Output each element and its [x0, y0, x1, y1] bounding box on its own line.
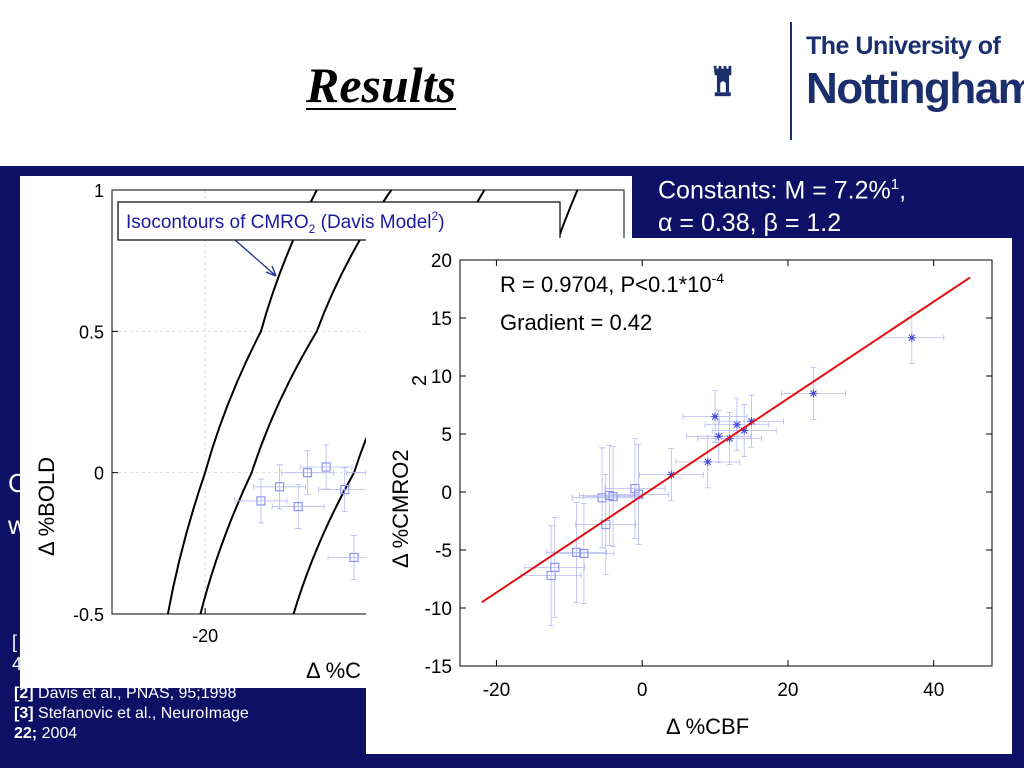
plot-frame [459, 259, 993, 667]
arrow-head-icon [265, 265, 277, 277]
x-axis-label: Δ %C [306, 658, 361, 683]
y-tick-label: -5 [435, 541, 452, 562]
data-point-star [703, 457, 712, 466]
data-point-square [256, 496, 266, 506]
error-bar [575, 474, 637, 575]
annotation-box [117, 201, 561, 241]
data-point-square [572, 547, 582, 557]
isocontour-line [166, 189, 318, 615]
data-point-square [293, 501, 303, 512]
error-bar [253, 464, 306, 510]
reference-text: 2004 [41, 725, 78, 742]
constants-line-2: α = 0.38, β = 1.2 [658, 209, 842, 238]
x-tick-label: 40 [923, 680, 944, 701]
data-point-star [907, 333, 916, 342]
x-tick-label: 20 [777, 680, 798, 701]
data-point-star [732, 420, 741, 429]
error-bar [553, 503, 615, 604]
data-point-star [667, 470, 676, 479]
cmro2-chart: 20 15 10 5 0 -5 -10 -15 -20 0 20 40 R = 0.9704, P<0… [366, 238, 1012, 754]
data-point-square [340, 485, 350, 495]
data-point-star [747, 417, 756, 426]
error-bar [571, 447, 633, 549]
slide-title: Results [306, 57, 457, 113]
reference-num: [3] [14, 705, 34, 722]
error-bar [524, 517, 586, 618]
data-point-star [809, 389, 818, 398]
data-point-square [349, 552, 359, 563]
y-tick-label: 0 [94, 464, 104, 484]
error-bar [271, 484, 325, 529]
reference-item: [2] Davis et al., PNAS, 95;1998 [14, 684, 249, 704]
y-tick-label: -15 [425, 657, 452, 678]
constants-line-1: Constants: M = 7.2% [658, 176, 891, 205]
y-tick-label: 0 [441, 483, 452, 504]
data-point-square [302, 468, 313, 478]
reference-item: [3] Stefanovic et al., NeuroImage [14, 704, 249, 724]
reference-num: [2] [14, 685, 34, 702]
reference-num: 22; [14, 725, 38, 742]
error-bar [604, 438, 666, 539]
error-bar [299, 444, 353, 490]
cmro2-chart-svg: 20 15 10 5 0 -5 -10 -15 -20 0 20 40 R = 0.9704, P<0… [388, 251, 993, 739]
error-bar [546, 501, 608, 603]
hidden-text-3: [ [12, 632, 18, 652]
error-bar [608, 443, 669, 545]
stats-annotation-line-1: R = 0.9704, P<0.1*10-4 [500, 270, 724, 297]
y-tick-label: 10 [431, 367, 452, 388]
regression-line [481, 276, 971, 604]
constants-sup: 1 [890, 176, 900, 193]
x-tick-label: 0 [637, 680, 648, 701]
y-axis-label: Δ %CMRO2 [388, 449, 413, 568]
data-point-square [274, 482, 285, 492]
constants-comma: , [899, 176, 907, 205]
error-bar [234, 478, 288, 524]
reference-text: Davis et al., PNAS, 95;1998 [38, 685, 237, 702]
x-axis-label: Δ %CBF [666, 714, 749, 739]
data-point-square [321, 462, 331, 472]
university-castle-logo-icon [713, 65, 732, 97]
x-tick-label: -20 [483, 680, 510, 701]
reference-text: Stefanovic et al., NeuroImage [38, 705, 249, 722]
constants-text: Constants: M = 7.2%1, α = 0.38, β = 1.2 [658, 168, 906, 240]
y-tick-label: 15 [431, 309, 452, 330]
data-point-square [608, 492, 618, 502]
stats-annotation-line-2: Gradient = 0.42 [500, 310, 652, 335]
error-bar [520, 525, 582, 626]
references: [2] Davis et al., PNAS, 95;1998 [3] Stef… [14, 684, 249, 744]
logo-line-1: The University of [806, 32, 1001, 60]
logo-divider [790, 22, 792, 140]
y-axis-label-stray: 2 [409, 375, 431, 386]
y-tick-label: -0.5 [73, 605, 104, 625]
logo-line-2: Nottingham [806, 64, 1024, 113]
y-tick-label: 1 [94, 181, 104, 201]
data-point-square [550, 562, 560, 572]
y-tick-label: 20 [431, 251, 452, 272]
data-point-star [711, 412, 720, 421]
y-tick-label: 0.5 [79, 322, 104, 342]
x-tick-label: -20 [192, 626, 218, 646]
hidden-text-4: 4 [12, 654, 23, 674]
error-bar [281, 450, 334, 496]
y-tick-label: 5 [441, 425, 452, 446]
data-point-star [740, 426, 749, 435]
reference-item: 22; 2004 [14, 724, 249, 744]
error-bar [318, 467, 372, 513]
annotation-text: Isocontours of CMRO2 (Davis Model2) [126, 209, 445, 236]
bold-chart-svg: 1 0.5 0 -0.5 -20 0 Isocontours of CMRO2 (Davi… [34, 181, 625, 683]
isocontour-line [199, 189, 393, 615]
y-tick-label: -10 [425, 599, 452, 620]
data-point-star [714, 432, 723, 441]
y-axis-label: Δ %BOLD [34, 457, 59, 556]
university-wordmark: The University of Nottingham [806, 34, 1024, 111]
data-point-square [579, 548, 589, 559]
data-point-star [725, 434, 734, 443]
annotation-arrow [234, 239, 277, 277]
